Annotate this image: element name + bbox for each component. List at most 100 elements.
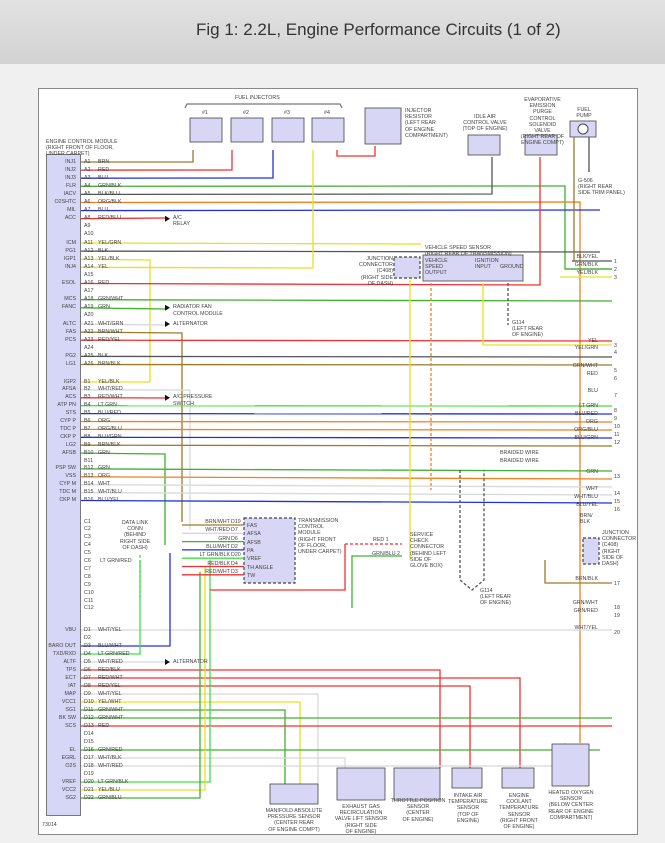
service-check-label: SERVICE CHECK CONNECTOR (BEHIND LEFT SID… xyxy=(410,532,447,570)
vss-ignition-label: IGNITION INPUT xyxy=(475,258,499,271)
wire-color-label: BRN/WHT xyxy=(98,328,123,335)
fuel-injectors-label: FUEL INJECTORS xyxy=(235,95,280,101)
pin-number: B5 xyxy=(84,410,91,417)
pin-number: A4 xyxy=(84,182,91,189)
right-wire-label: BLU/RED xyxy=(575,411,598,417)
right-wire-label: YEL/BLK xyxy=(576,270,599,276)
right-wire-label: GRN/BLK xyxy=(574,262,598,268)
destination-label: ALTERNATOR xyxy=(173,658,208,665)
ecm-terminal-label: SG2 xyxy=(65,794,76,801)
wire-d22 xyxy=(81,572,201,799)
wire-a12 xyxy=(80,250,601,253)
ecm-terminal-label: LG1 xyxy=(65,361,76,367)
service-check-red-return xyxy=(210,544,346,591)
wire-color-label: BLK/BLU xyxy=(98,190,120,197)
ecm-terminal-label: FANC xyxy=(61,304,76,311)
wire-a13 xyxy=(80,258,151,382)
tcm-pin-label: VREF xyxy=(247,556,262,563)
wire-color-label: BLU/RED xyxy=(98,410,121,417)
wire-color-label: GRN/WHT xyxy=(98,296,124,303)
wire-d18 xyxy=(81,743,566,767)
ecm-terminal-label: MIL xyxy=(67,207,76,214)
wire-color-label: BRN/BLK xyxy=(98,441,121,448)
brn-blk-wire xyxy=(544,560,612,584)
junction-connector-c408-top xyxy=(393,256,421,279)
egr-sensor-label: EXHAUST GAS RECIRCULATION VALVE LIFT SEN… xyxy=(334,804,388,835)
pin-number: A23 xyxy=(84,336,94,343)
wire-color-label: WHT xyxy=(98,481,111,488)
fuel-injector xyxy=(311,117,345,143)
ho2s-sensor-label: HEATED OXYGEN SENSOR (BELOW CENTER REAR … xyxy=(548,790,594,821)
pin-number: D10 xyxy=(84,698,94,705)
right-wire-label: BRN/BLK xyxy=(575,576,598,582)
wire-b10 xyxy=(80,452,166,545)
vss-ground-label: GROUND xyxy=(500,264,524,270)
right-wire-label: WHT/BLU xyxy=(574,494,598,500)
wire-color-label: GRN xyxy=(98,449,110,456)
pin-number: A2 xyxy=(84,166,91,173)
wire-color-label: GRN/BLU xyxy=(98,794,122,801)
vehicle-speed-sensor xyxy=(422,254,524,282)
iat-sensor-label: INTAKE AIR TEMPERATURE SENSOR (TOP OF EN… xyxy=(448,793,488,824)
pin-number: D3 xyxy=(84,642,91,649)
ecm-connector-column xyxy=(46,154,81,816)
pin-number: B10 xyxy=(84,449,94,456)
map-sensor-label: MANIFOLD ABSOLUTE PRESSURE SENSOR (CENTE… xyxy=(265,808,323,833)
right-connector-number: 10 xyxy=(614,424,620,430)
right-wire-label: ORG/BLU xyxy=(574,427,598,433)
wire-b14 xyxy=(80,484,613,488)
service-wire-2-label: GRN/BLU 2 xyxy=(372,551,400,557)
pin-number: D12 xyxy=(84,714,94,721)
wire-b15 xyxy=(80,491,613,496)
pin-number: B15 xyxy=(84,489,94,496)
ecm-terminal-label: CKP P xyxy=(60,433,76,440)
wire-color-label: WHT/RED xyxy=(98,386,123,393)
ecm-terminal-label: O2SHTC xyxy=(54,199,77,205)
pin-number: C9 xyxy=(84,581,91,588)
right-connector-number: 14 xyxy=(614,491,620,497)
ecm-terminal-label: ALTC xyxy=(62,320,76,327)
wire-b8 xyxy=(80,436,613,439)
wire-b12 xyxy=(80,468,613,472)
wire-color-label: RED/WHT xyxy=(98,674,123,681)
ecm-terminal-label: INJ2 xyxy=(65,166,76,173)
right-wire-label: GRN/WHT xyxy=(572,600,598,606)
wire-d21 xyxy=(81,566,206,791)
iac-valve xyxy=(467,134,501,156)
wire-color-label: GRN/BLK xyxy=(98,182,122,189)
pin-number: B16 xyxy=(84,497,94,503)
right-connector-number: 11 xyxy=(614,432,620,438)
right-connector-number: 18 xyxy=(614,605,620,611)
wire-color-label: YEL/BLK xyxy=(98,255,120,262)
tcm-pin-number: D2 xyxy=(231,543,238,550)
wire-color-label: RED/YEL xyxy=(98,682,121,689)
ecm-terminal-label: IGP2 xyxy=(63,378,76,385)
tcm-pin-label: FAS xyxy=(247,523,258,529)
arrow-icon xyxy=(165,394,170,401)
right-wire-label: YEL xyxy=(587,338,598,344)
ecm-terminal-label: PSP SW xyxy=(55,465,76,472)
pin-number: D11 xyxy=(84,706,94,713)
pin-number: A9 xyxy=(84,223,91,230)
right-wire-label: GRN/RED xyxy=(573,608,598,614)
pin-number: B4 xyxy=(84,402,91,409)
ecm-terminal-label: AFSB xyxy=(62,449,76,456)
wire-color-label: RED xyxy=(98,722,110,729)
right-wire-label: GRN/WHT xyxy=(572,363,598,369)
wire-a7 xyxy=(80,209,601,212)
wire-color-label: ORG xyxy=(98,418,111,424)
ecm-terminal-label: EL xyxy=(69,746,76,753)
pin-number: A25 xyxy=(84,352,94,359)
pin-number: A1 xyxy=(84,158,91,165)
injector-wire-red-blk xyxy=(336,146,376,157)
wire-color-label: WHT/GRN xyxy=(98,320,124,327)
fuel-pump-ground-label: G-506 (RIGHT REAR SIDE TRIM PANEL) xyxy=(578,178,625,197)
arrow-icon xyxy=(165,659,170,665)
ecm-terminal-label: INJ4 xyxy=(65,263,76,270)
ecm-terminal-label: MAP xyxy=(64,690,76,697)
pin-number: B6 xyxy=(84,418,91,424)
pin-number: B8 xyxy=(84,433,91,440)
ecm-terminal-label: TPS xyxy=(65,666,76,673)
pin-number: D9 xyxy=(84,690,91,697)
injector-number: #4 xyxy=(324,110,330,116)
